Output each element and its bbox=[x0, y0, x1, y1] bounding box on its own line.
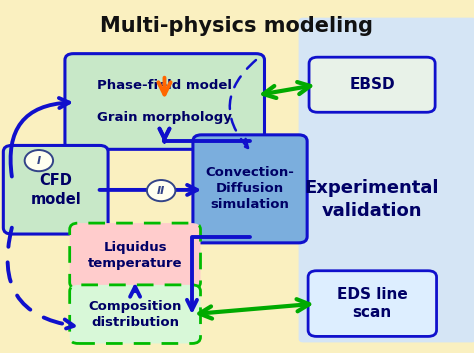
Text: Multi-physics modeling: Multi-physics modeling bbox=[100, 16, 374, 36]
FancyBboxPatch shape bbox=[3, 145, 108, 234]
Text: I: I bbox=[37, 156, 41, 166]
Text: CFD
model: CFD model bbox=[30, 173, 81, 207]
FancyBboxPatch shape bbox=[70, 223, 201, 289]
FancyBboxPatch shape bbox=[70, 285, 201, 343]
FancyBboxPatch shape bbox=[308, 271, 437, 336]
FancyBboxPatch shape bbox=[299, 18, 474, 342]
Text: Experimental
validation: Experimental validation bbox=[305, 179, 439, 220]
Text: Phase-field model

Grain morphology: Phase-field model Grain morphology bbox=[97, 79, 232, 124]
Text: Liquidus
temperature: Liquidus temperature bbox=[88, 241, 182, 270]
FancyBboxPatch shape bbox=[309, 57, 435, 112]
Text: EBSD: EBSD bbox=[349, 77, 395, 92]
Circle shape bbox=[25, 150, 53, 171]
FancyBboxPatch shape bbox=[65, 54, 264, 149]
Circle shape bbox=[147, 180, 175, 201]
FancyBboxPatch shape bbox=[193, 135, 307, 243]
Text: Convection-
Diffusion
simulation: Convection- Diffusion simulation bbox=[206, 166, 294, 211]
Text: II: II bbox=[157, 186, 165, 196]
Text: Composition
distribution: Composition distribution bbox=[89, 300, 182, 329]
Text: EDS line
scan: EDS line scan bbox=[337, 287, 408, 321]
